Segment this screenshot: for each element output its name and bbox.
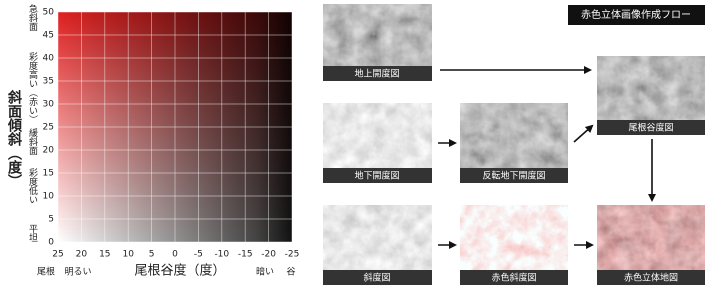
- node-label-bar: [597, 120, 705, 135]
- y-tick-label: 35: [43, 77, 54, 87]
- x-tick-label: -25: [285, 250, 300, 260]
- y-tick-label: 0: [48, 238, 54, 248]
- node-label: 赤色立体地図: [624, 272, 678, 284]
- x-side-label: 尾根: [37, 266, 55, 278]
- x-tick-label: -15: [238, 250, 253, 260]
- node-label: 地下開度図: [354, 170, 399, 182]
- x-tick-label: 10: [122, 250, 134, 260]
- y-side-label: 平坦: [27, 224, 38, 242]
- y-tick-label: 10: [43, 192, 55, 202]
- arrow: [573, 124, 594, 143]
- node-label: 赤色斜度図: [491, 272, 536, 284]
- y-tick-label: 50: [43, 8, 55, 18]
- node-image: [597, 205, 705, 270]
- y-tick-label: 45: [43, 31, 54, 41]
- y-side-label: 彩度高い（赤い）: [27, 52, 38, 124]
- y-side-label: 緩斜面: [27, 127, 38, 156]
- x-tick-label: -20: [261, 250, 276, 260]
- node-image: [460, 205, 568, 270]
- node-image: [323, 205, 432, 270]
- node-image: [323, 4, 432, 66]
- flow-title: 赤色立体画像作成フロー: [581, 8, 691, 21]
- node-label: 尾根谷度図: [628, 122, 673, 134]
- x-tick-label: 25: [52, 250, 63, 260]
- x-tick-label: 5: [149, 250, 155, 260]
- node-label: 斜度図: [363, 272, 390, 284]
- y-side-label: 急斜面: [27, 3, 38, 32]
- node-label-bar: [323, 270, 432, 285]
- node-label-bar: [323, 66, 432, 81]
- y-tick-label: 40: [43, 54, 55, 64]
- y-tick-label: 30: [43, 100, 55, 110]
- node-label-bar: [460, 168, 568, 183]
- node-image: [460, 103, 568, 168]
- node-label: 地上開度図: [354, 68, 399, 80]
- node-image: [597, 56, 705, 120]
- x-tick-label: -10: [214, 250, 229, 260]
- node-label-bar: [597, 270, 705, 285]
- color-legend-chart: 斜面傾斜（度） 急斜面 彩度高い（赤い） 緩斜面 彩度低い 平坦 尾根 明るい …: [6, 3, 299, 279]
- node-label-bar: [323, 168, 432, 183]
- x-tick-label: 0: [172, 250, 178, 260]
- y-tick-label: 25: [43, 123, 54, 133]
- x-title: 尾根谷度（度）: [134, 263, 225, 279]
- x-tick-label: 20: [76, 250, 88, 260]
- y-title: 斜面傾斜（度）: [6, 89, 23, 188]
- x-side-label: 谷: [286, 267, 295, 278]
- x-tick-label: 15: [99, 250, 110, 260]
- node-label: 反転地下開度図: [482, 170, 545, 182]
- x-tick-label: -5: [194, 250, 203, 260]
- x-side-label: 暗い: [256, 266, 274, 278]
- x-side-label: 明るい: [64, 267, 91, 278]
- y-tick-label: 5: [48, 215, 54, 225]
- y-tick-label: 20: [43, 146, 55, 156]
- flow: 赤色立体画像作成フロー 地上開度図 地下開度図 反転地下開度図 尾根谷度図 斜度…: [323, 4, 705, 285]
- y-side-label: 彩度低い: [27, 168, 38, 204]
- flow-title-box: [568, 5, 705, 25]
- y-tick-label: 15: [43, 169, 54, 179]
- node-image: [323, 103, 432, 168]
- node-label-bar: [460, 270, 568, 285]
